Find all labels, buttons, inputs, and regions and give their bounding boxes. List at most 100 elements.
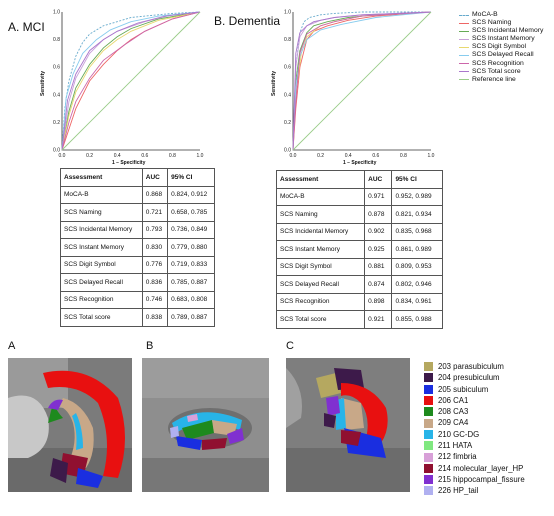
table-cell: SCS Total score	[275, 310, 366, 329]
roc-chart-dementia: 0.00.0 0.2 0.2 0.4 0.4 0.6 0.6 0.8 0.8 1.0 1.0	[284, 10, 435, 160]
segmentation-label: 203 parasubiculum	[438, 362, 504, 371]
x-tick-label: 0.2	[317, 153, 324, 159]
roc-series-scs-recognition	[61, 11, 201, 151]
table-cell: 0.881	[364, 257, 393, 276]
x-tick-label: 0.8	[169, 153, 176, 159]
legend-label: SCS Total score	[472, 67, 521, 75]
segmentation-label: 214 molecular_layer_HP	[438, 463, 524, 473]
segmentation-label: 226 HP_tail	[438, 486, 479, 496]
table-row: SCS Instant Memory 0.830 0.779, 0.880	[60, 238, 215, 257]
legend-item: SCS Digit Symbol	[459, 43, 543, 51]
brain-mri-image	[142, 358, 269, 492]
segmentation-legend-item: 215 hippocampal_fissure	[424, 474, 525, 485]
table-cell: 0.898	[364, 292, 393, 311]
table-cell: 0.785, 0.887	[167, 273, 215, 292]
table-row: MoCA-B 0.868 0.824, 0.912	[60, 185, 215, 204]
segmentation-legend-item: 206 CA1	[424, 395, 525, 406]
legend-swatch	[459, 38, 469, 40]
legend-item: SCS Recognition	[459, 60, 543, 68]
y-axis-label: Sensitivity	[40, 70, 46, 96]
table-cell: 0.736, 0.849	[167, 220, 215, 239]
segmentation-legend: 203 parasubiculum 204 presubiculum 205 sub…	[424, 361, 525, 497]
table-cell: 0.719, 0.833	[167, 255, 215, 274]
segmentation-swatch	[424, 384, 433, 394]
segmentation-label: 211 HATA	[438, 441, 473, 451]
table-cell: 0.861, 0.989	[391, 240, 443, 259]
table-row: SCS Total score 0.838 0.789, 0.887	[60, 308, 215, 327]
segmentation-label: 206 CA1	[438, 395, 469, 405]
segmentation-swatch	[424, 452, 433, 462]
segmentation-label: 210 GC-DG	[438, 429, 480, 439]
table-header-cell: AUC	[141, 168, 169, 187]
y-axis-label: Sensitivity	[271, 70, 277, 96]
segmentation-legend-item: 208 CA3	[424, 406, 525, 417]
table-cell: 0.779, 0.880	[167, 238, 215, 257]
legend-item: SCS Instant Memory	[459, 35, 543, 43]
table-cell: 0.789, 0.887	[167, 308, 215, 327]
brain-panel-label-c: C	[286, 340, 294, 352]
y-tick-label: 0.8	[284, 37, 291, 43]
auc-table-dementia: Assessment AUC 95% CI MoCA-B 0.971 0.952, 0.9…	[275, 170, 443, 329]
table-row: SCS Delayed Recall 0.874 0.802, 0.946	[275, 275, 443, 294]
auc-table-mci: Assessment AUC 95% CI MoCA-B 0.868 0.824, 0.9…	[60, 168, 215, 327]
table-cell: 0.878	[364, 205, 393, 224]
x-tick-label: 0.8	[400, 153, 407, 159]
roc-series-reference-line	[292, 11, 432, 151]
y-tick-label: 1.0	[53, 10, 60, 16]
table-cell: 0.971	[364, 187, 393, 206]
table-cell: SCS Total score	[60, 308, 143, 327]
table-cell: 0.830	[141, 238, 169, 257]
y-tick-label: 0.4	[284, 92, 291, 98]
table-cell: 0.835, 0.968	[391, 222, 443, 241]
legend-swatch	[459, 71, 469, 73]
table-cell: SCS Digit Symbol	[275, 257, 366, 276]
roc-series-scs-delayed-recall	[292, 11, 432, 151]
legend-item: SCS Delayed Recall	[459, 51, 543, 59]
y-tick-label: 0.6	[284, 65, 291, 71]
table-cell: 0.809, 0.953	[391, 257, 443, 276]
segmentation-swatch	[424, 463, 433, 473]
panel-a-title: A. MCI	[8, 20, 45, 34]
roc-series-scs-total-score	[292, 11, 432, 151]
roc-chart-mci: 0.00.0 0.2 0.2 0.4 0.4 0.6 0.6 0.8 0.8 1.0 1.0	[53, 10, 204, 160]
table-cell: SCS Delayed Recall	[275, 275, 366, 294]
table-header-cell: 95% CI	[167, 168, 215, 187]
table-cell: 0.838	[141, 308, 169, 327]
roc-series-scs-delayed-recall	[61, 11, 201, 151]
table-cell: 0.874	[364, 275, 393, 294]
y-tick-label: 0.0	[53, 148, 60, 154]
legend-label: SCS Digit Symbol	[472, 43, 527, 51]
segmentation-legend-item: 211 HATA	[424, 440, 525, 451]
x-tick-label: 0.4	[114, 153, 121, 159]
roc-series-reference-line	[61, 11, 201, 151]
table-cell: 0.868	[141, 185, 169, 204]
table-cell: 0.824, 0.912	[167, 185, 215, 204]
legend-swatch	[459, 14, 469, 16]
segmentation-legend-item: 212 fimbria	[424, 451, 525, 462]
table-cell: SCS Digit Symbol	[60, 255, 143, 274]
table-row: SCS Naming 0.878 0.821, 0.934	[275, 205, 443, 224]
brain-mri-image	[8, 358, 132, 492]
legend-item: SCS Incidental Memory	[459, 27, 543, 35]
table-cell: 0.925	[364, 240, 393, 259]
segmentation-legend-item: 204 presubiculum	[424, 372, 525, 383]
legend-item: MoCA-B	[459, 11, 543, 19]
brain-mri-image	[286, 358, 410, 492]
segmentation-legend-item: 214 molecular_layer_HP	[424, 463, 525, 474]
segmentation-legend-item: 226 HP_tail	[424, 485, 525, 496]
legend-swatch	[459, 63, 469, 65]
roc-legend: MoCA-B SCS Naming SCS Incidental Memory SCS…	[459, 11, 543, 84]
segmentation-swatch	[424, 362, 433, 372]
y-tick-label: 0.0	[284, 148, 291, 154]
segmentation-label: 209 CA4	[438, 418, 469, 428]
segmentation-swatch	[424, 407, 433, 417]
legend-item: SCS Total score	[459, 68, 543, 76]
table-header-row: Assessment AUC 95% CI	[275, 170, 443, 189]
table-row: SCS Recognition 0.746 0.683, 0.808	[60, 290, 215, 309]
y-tick-label: 0.2	[53, 120, 60, 126]
legend-item: Reference line	[459, 76, 543, 84]
x-tick-label: 0.0	[290, 153, 297, 159]
table-cell: 0.793	[141, 220, 169, 239]
table-cell: SCS Incidental Memory	[60, 220, 143, 239]
roc-series-scs-incidental-memory	[61, 11, 201, 151]
